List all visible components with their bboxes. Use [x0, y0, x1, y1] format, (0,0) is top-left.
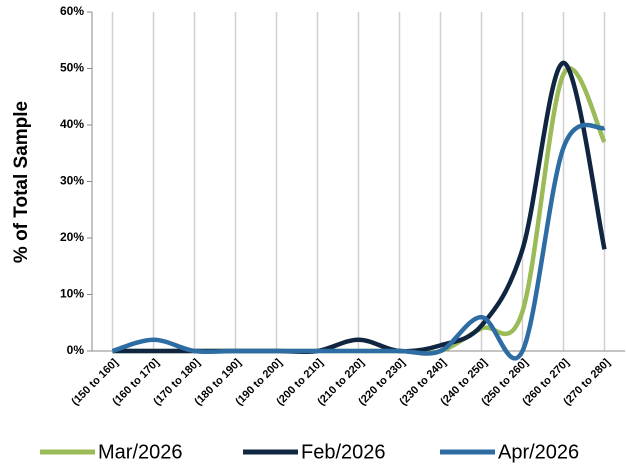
- y-tick-label: 30%: [60, 174, 84, 188]
- legend-label: Feb/2026: [301, 441, 386, 463]
- legend-label: Mar/2026: [98, 441, 183, 463]
- y-tick-label: 10%: [60, 287, 84, 301]
- y-tick-label: 40%: [60, 117, 84, 131]
- y-tick-label: 50%: [60, 61, 84, 75]
- y-axis-label: % of Total Sample: [11, 101, 32, 263]
- y-tick-label: 20%: [60, 230, 84, 244]
- y-tick-label: 60%: [60, 4, 84, 18]
- y-tick-label: 0%: [67, 343, 85, 357]
- legend-label: Apr/2026: [498, 441, 579, 463]
- series-line: [111, 122, 606, 361]
